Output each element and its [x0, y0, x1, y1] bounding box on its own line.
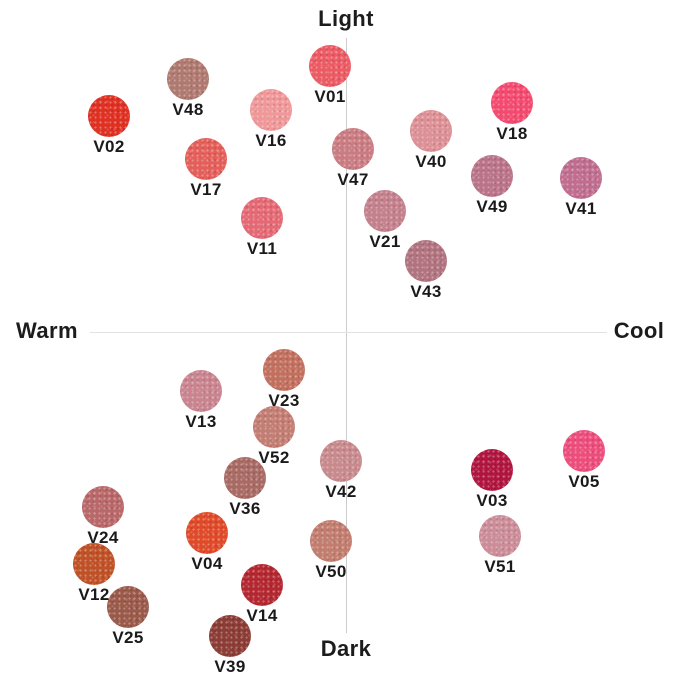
swatch-v14: V14	[241, 564, 283, 624]
swatch-label-v42: V42	[325, 482, 357, 501]
swatch-label-v12: V12	[78, 585, 110, 604]
axis-label-warm: Warm	[16, 318, 78, 343]
swatch-dot-v36	[224, 457, 266, 499]
swatch-label-v18: V18	[496, 124, 528, 143]
swatch-v23: V23	[263, 349, 305, 409]
swatch-dot-v24	[82, 486, 124, 528]
swatch-label-v48: V48	[172, 100, 204, 119]
swatch-label-v49: V49	[476, 197, 508, 216]
swatch-label-v03: V03	[476, 491, 508, 510]
swatch-dot-v51	[479, 515, 521, 557]
axis-label-cool: Cool	[613, 318, 665, 343]
swatch-v40: V40	[410, 110, 452, 170]
swatch-dot-v48	[167, 58, 209, 100]
swatch-v16: V16	[250, 89, 292, 149]
swatch-dot-v12	[73, 543, 115, 585]
swatch-label-v01: V01	[314, 87, 346, 106]
swatch-label-v17: V17	[190, 180, 222, 199]
swatch-label-v24: V24	[87, 528, 119, 547]
swatch-label-v47: V47	[337, 170, 369, 189]
swatch-v39: V39	[209, 615, 251, 675]
swatch-label-v43: V43	[410, 282, 442, 301]
swatch-v03: V03	[471, 449, 513, 509]
vertical-axis-line	[346, 38, 347, 633]
swatch-label-v23: V23	[268, 391, 300, 410]
swatch-dot-v14	[241, 564, 283, 606]
swatch-v47: V47	[332, 128, 374, 188]
swatch-dot-v18	[491, 82, 533, 124]
swatch-v43: V43	[405, 240, 447, 300]
horizontal-axis-line	[90, 332, 607, 333]
swatch-label-v51: V51	[484, 557, 516, 576]
swatch-v36: V36	[224, 457, 266, 517]
swatch-dot-v25	[107, 586, 149, 628]
swatch-label-v16: V16	[255, 131, 287, 150]
swatch-label-v13: V13	[185, 412, 217, 431]
axis-label-light: Light	[318, 6, 374, 31]
swatch-label-v21: V21	[369, 232, 401, 251]
swatch-dot-v41	[560, 157, 602, 199]
swatch-dot-v02	[88, 95, 130, 137]
swatch-label-v40: V40	[415, 152, 447, 171]
swatch-v41: V41	[560, 157, 602, 217]
swatch-v02: V02	[88, 95, 130, 155]
swatch-v49: V49	[471, 155, 513, 215]
swatch-v24: V24	[82, 486, 124, 546]
swatch-label-v04: V04	[191, 554, 223, 573]
swatch-dot-v42	[320, 440, 362, 482]
swatch-label-v25: V25	[112, 628, 144, 647]
axis-label-dark: Dark	[320, 636, 372, 661]
swatch-label-v02: V02	[93, 137, 125, 156]
swatch-v01: V01	[309, 45, 351, 105]
swatch-label-v36: V36	[229, 499, 261, 518]
swatch-v17: V17	[185, 138, 227, 198]
swatch-label-v14: V14	[246, 606, 278, 625]
swatch-v11: V11	[241, 197, 283, 257]
swatch-dot-v11	[241, 197, 283, 239]
swatch-dot-v04	[186, 512, 228, 554]
swatch-dot-v52	[253, 406, 295, 448]
swatch-v12: V12	[73, 543, 115, 603]
swatch-label-v05: V05	[568, 472, 600, 491]
swatch-label-v50: V50	[315, 562, 347, 581]
swatch-dot-v39	[209, 615, 251, 657]
swatch-dot-v13	[180, 370, 222, 412]
swatch-dot-v47	[332, 128, 374, 170]
swatch-dot-v40	[410, 110, 452, 152]
swatch-dot-v23	[263, 349, 305, 391]
swatch-label-v11: V11	[246, 239, 278, 258]
swatch-label-v52: V52	[258, 448, 290, 467]
swatch-v18: V18	[491, 82, 533, 142]
swatch-v52: V52	[253, 406, 295, 466]
swatch-dot-v01	[309, 45, 351, 87]
swatch-dot-v05	[563, 430, 605, 472]
swatch-v04: V04	[186, 512, 228, 572]
swatch-dot-v50	[310, 520, 352, 562]
swatch-label-v41: V41	[565, 199, 597, 218]
swatch-label-v39: V39	[214, 657, 246, 676]
swatch-dot-v21	[364, 190, 406, 232]
swatch-v42: V42	[320, 440, 362, 500]
swatch-v50: V50	[310, 520, 352, 580]
swatch-dot-v17	[185, 138, 227, 180]
swatch-dot-v03	[471, 449, 513, 491]
swatch-dot-v43	[405, 240, 447, 282]
swatch-v48: V48	[167, 58, 209, 118]
swatch-v51: V51	[479, 515, 521, 575]
swatch-v25: V25	[107, 586, 149, 646]
swatch-v13: V13	[180, 370, 222, 430]
swatch-v21: V21	[364, 190, 406, 250]
swatch-dot-v16	[250, 89, 292, 131]
swatch-v05: V05	[563, 430, 605, 490]
swatch-dot-v49	[471, 155, 513, 197]
